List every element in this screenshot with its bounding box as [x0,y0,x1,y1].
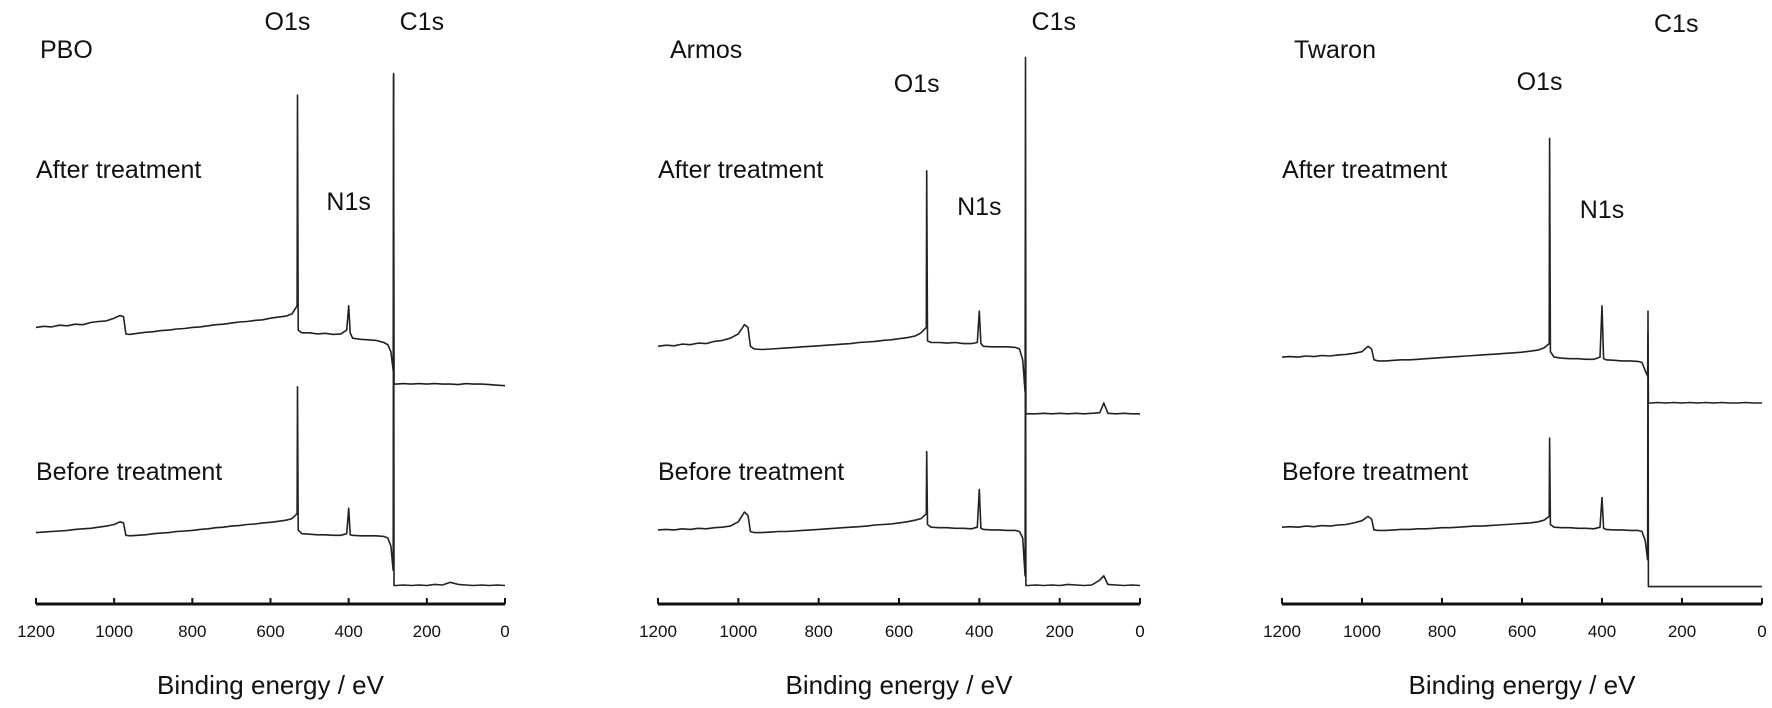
xps-panel-3: 1200 1000 800 600 400 200 0 Binding energy / eV… [1263,10,1767,700]
peak-label-n1s: N1s [957,193,1001,221]
x-axis-label: Binding energy / eV [786,670,1014,700]
x-tick-label: 800 [804,622,832,641]
x-tick-label: 200 [413,622,441,641]
x-tick-label: 600 [256,622,284,641]
x-tick-label: 600 [885,622,913,641]
x-tick-label: 400 [965,622,993,641]
x-tick-label: 0 [500,622,509,641]
spectrum-line-after [35,75,506,387]
xps-panel-1: 1200 1000 800 600 400 200 0 Binding energy / eV… [17,8,510,700]
series-label: After treatment [1282,156,1447,184]
spectrum-line-after [1281,137,1762,404]
x-tick-label: 1200 [17,622,55,641]
x-axis-label: Binding energy / eV [157,670,385,700]
peak-label-c1s: C1s [1032,8,1076,36]
series-label: Before treatment [36,458,222,486]
x-tick-label: 600 [1508,622,1536,641]
x-axis-label: Binding energy / eV [1409,670,1637,700]
panel-title: Armos [670,36,742,64]
peak-label-n1s: N1s [1580,196,1624,224]
panel-title: Twaron [1294,36,1376,64]
x-tick-label: 1200 [1263,622,1301,641]
panel-title: PBO [40,36,93,64]
series-label: After treatment [658,156,823,184]
series-label: After treatment [36,156,201,184]
peak-label-o1s: O1s [894,70,940,98]
spectrum-line-before [657,256,1141,587]
x-tick-label: 0 [1135,622,1144,641]
xps-panel-2: 1200 1000 800 600 400 200 0 Binding energy / eV… [639,8,1145,700]
x-tick-label: 1200 [639,622,677,641]
peak-label-n1s: N1s [326,188,370,216]
peak-label-c1s: C1s [1654,10,1698,38]
x-tick-label: 1000 [95,622,133,641]
spectrum-line-after [657,56,1140,415]
x-tick-label: 800 [1428,622,1456,641]
spectrum-line-before [35,72,506,587]
x-tick-label: 0 [1757,622,1766,641]
x-tick-label: 400 [334,622,362,641]
peak-label-o1s: O1s [265,8,311,36]
x-tick-label: 800 [178,622,206,641]
x-tick-label: 1000 [719,622,757,641]
spectrum-line-before [1281,310,1762,588]
x-tick-label: 200 [1045,622,1073,641]
peak-label-c1s: C1s [400,8,444,36]
x-tick-label: 400 [1588,622,1616,641]
series-label: Before treatment [1282,458,1468,486]
series-label: Before treatment [658,458,844,486]
x-tick-label: 200 [1668,622,1696,641]
x-tick-label: 1000 [1343,622,1381,641]
peak-label-o1s: O1s [1517,68,1563,96]
